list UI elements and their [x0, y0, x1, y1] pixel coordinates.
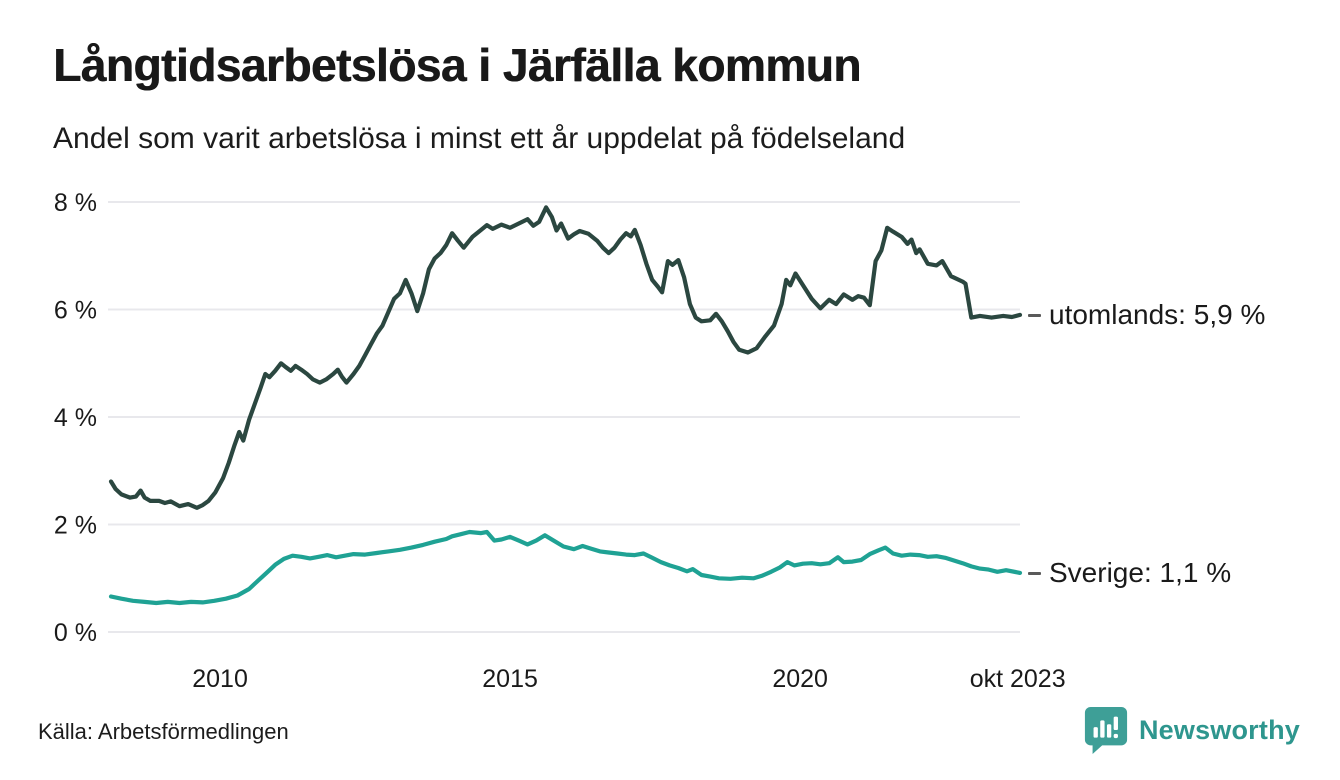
chart-title: Långtidsarbetslösa i Järfälla kommun: [53, 39, 861, 91]
chart-bubble-icon: [1084, 707, 1128, 754]
chart-subtitle: Andel som varit arbetslösa i minst ett å…: [53, 122, 906, 155]
leader-dash-icon: [1028, 313, 1041, 317]
series-label-sverige: Sverige: 1,1 %: [1028, 557, 1231, 589]
x-tick-label: 2020: [772, 665, 828, 693]
series-line-utomlands: [108, 205, 1023, 510]
source-note: Källa: Arbetsförmedlingen: [38, 719, 289, 744]
y-tick-label: 6 %: [54, 297, 97, 325]
x-tick-label: okt 2023: [970, 665, 1066, 693]
y-tick-label: 0 %: [54, 619, 97, 647]
newsworthy-logo: Newsworthy: [1083, 705, 1300, 755]
x-tick-label: 2010: [192, 665, 248, 693]
newsworthy-logo-text: Newsworthy: [1138, 714, 1300, 745]
y-tick-label: 2 %: [54, 512, 97, 540]
series-label-text: utomlands: 5,9 %: [1049, 299, 1266, 330]
y-tick-label: 8 %: [54, 189, 97, 217]
series-line-sverige: [108, 529, 1023, 606]
series-label-utomlands: utomlands: 5,9 %: [1028, 299, 1265, 331]
y-tick-label: 4 %: [54, 404, 97, 432]
x-tick-label: 2015: [482, 665, 538, 693]
series-label-text: Sverige: 1,1 %: [1049, 557, 1232, 588]
leader-dash-icon: [1028, 571, 1041, 575]
